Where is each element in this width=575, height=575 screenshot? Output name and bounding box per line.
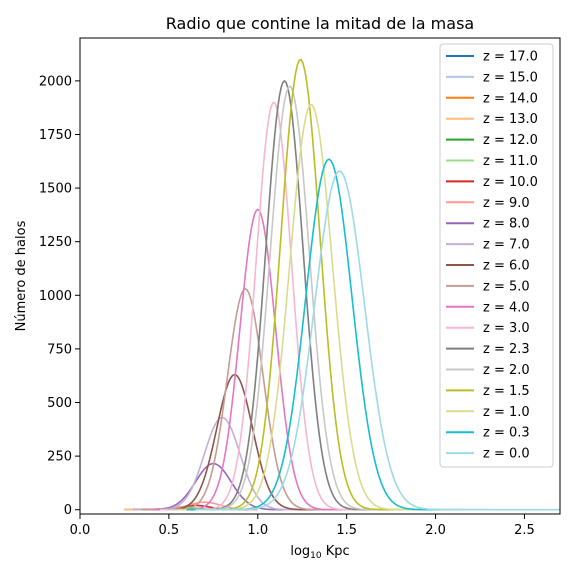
legend-entry: z = 7.0 [483, 238, 530, 253]
x-axis-label: log10 Kpc [290, 544, 349, 561]
chart-title: Radio que contine la mitad de la masa [166, 14, 474, 33]
y-tick-label: 750 [47, 342, 72, 357]
legend-entry: z = 6.0 [483, 259, 530, 274]
x-axis-ticks: 0.0 0.5 1.0 1.5 2.0 2.5 [70, 514, 535, 538]
x-tick-label: 0.5 [159, 523, 180, 538]
y-tick-label: 2000 [39, 74, 72, 89]
legend-entry: z = 1.0 [483, 405, 530, 420]
legend-entry: z = 10.0 [483, 175, 538, 190]
plot-frame [79, 37, 561, 515]
x-tick-label: 0.0 [70, 523, 91, 538]
x-tick-label: 2.0 [425, 523, 446, 538]
legend-entry: z = 13.0 [483, 112, 538, 127]
y-axis-label: Número de halos [14, 220, 29, 331]
x-axis-label-tail: Kpc [322, 544, 350, 559]
y-tick-label: 250 [47, 450, 72, 465]
legend-entry: z = 3.0 [483, 321, 530, 336]
y-tick-label: 1750 [39, 128, 72, 143]
legend-box [439, 43, 554, 468]
y-axis-ticks: 0 250 500 750 1000 1250 1500 1750 2000 [39, 74, 80, 518]
legend-entry: z = 5.0 [483, 279, 530, 294]
legend-entry: z = 17.0 [483, 50, 538, 65]
legend-entry: z = 9.0 [483, 196, 530, 211]
legend-entry: z = 8.0 [483, 217, 530, 232]
y-tick-label: 500 [47, 396, 72, 411]
x-tick-label: 1.5 [336, 523, 357, 538]
legend-entry: z = 0.0 [483, 447, 530, 462]
legend-entry: z = 12.0 [483, 133, 538, 148]
y-tick-label: 0 [64, 503, 72, 518]
legend-entry: z = 2.3 [483, 342, 530, 357]
y-tick-label: 1000 [39, 289, 72, 304]
legend-entry: z = 1.5 [483, 384, 530, 399]
x-axis-label-sub: 10 [310, 551, 322, 561]
legend-entry: z = 0.3 [483, 426, 530, 441]
y-tick-label: 1500 [39, 182, 72, 197]
legend: z = 17.0 z = 15.0 z = 14.0 z = 13.0 z = 12.0… [439, 43, 554, 468]
legend-entry: z = 4.0 [483, 300, 530, 315]
y-tick-label: 1250 [39, 235, 72, 250]
legend-entry: z = 2.0 [483, 363, 530, 378]
legend-entry: z = 11.0 [483, 154, 538, 169]
legend-entry: z = 14.0 [483, 91, 538, 106]
series-line-19 [195, 170, 560, 511]
x-tick-label: 2.5 [514, 523, 535, 538]
x-tick-label: 1.0 [247, 523, 268, 538]
x-axis-label-main: log [290, 544, 310, 559]
legend-entry: z = 15.0 [483, 70, 538, 85]
series-layer [124, 58, 560, 511]
